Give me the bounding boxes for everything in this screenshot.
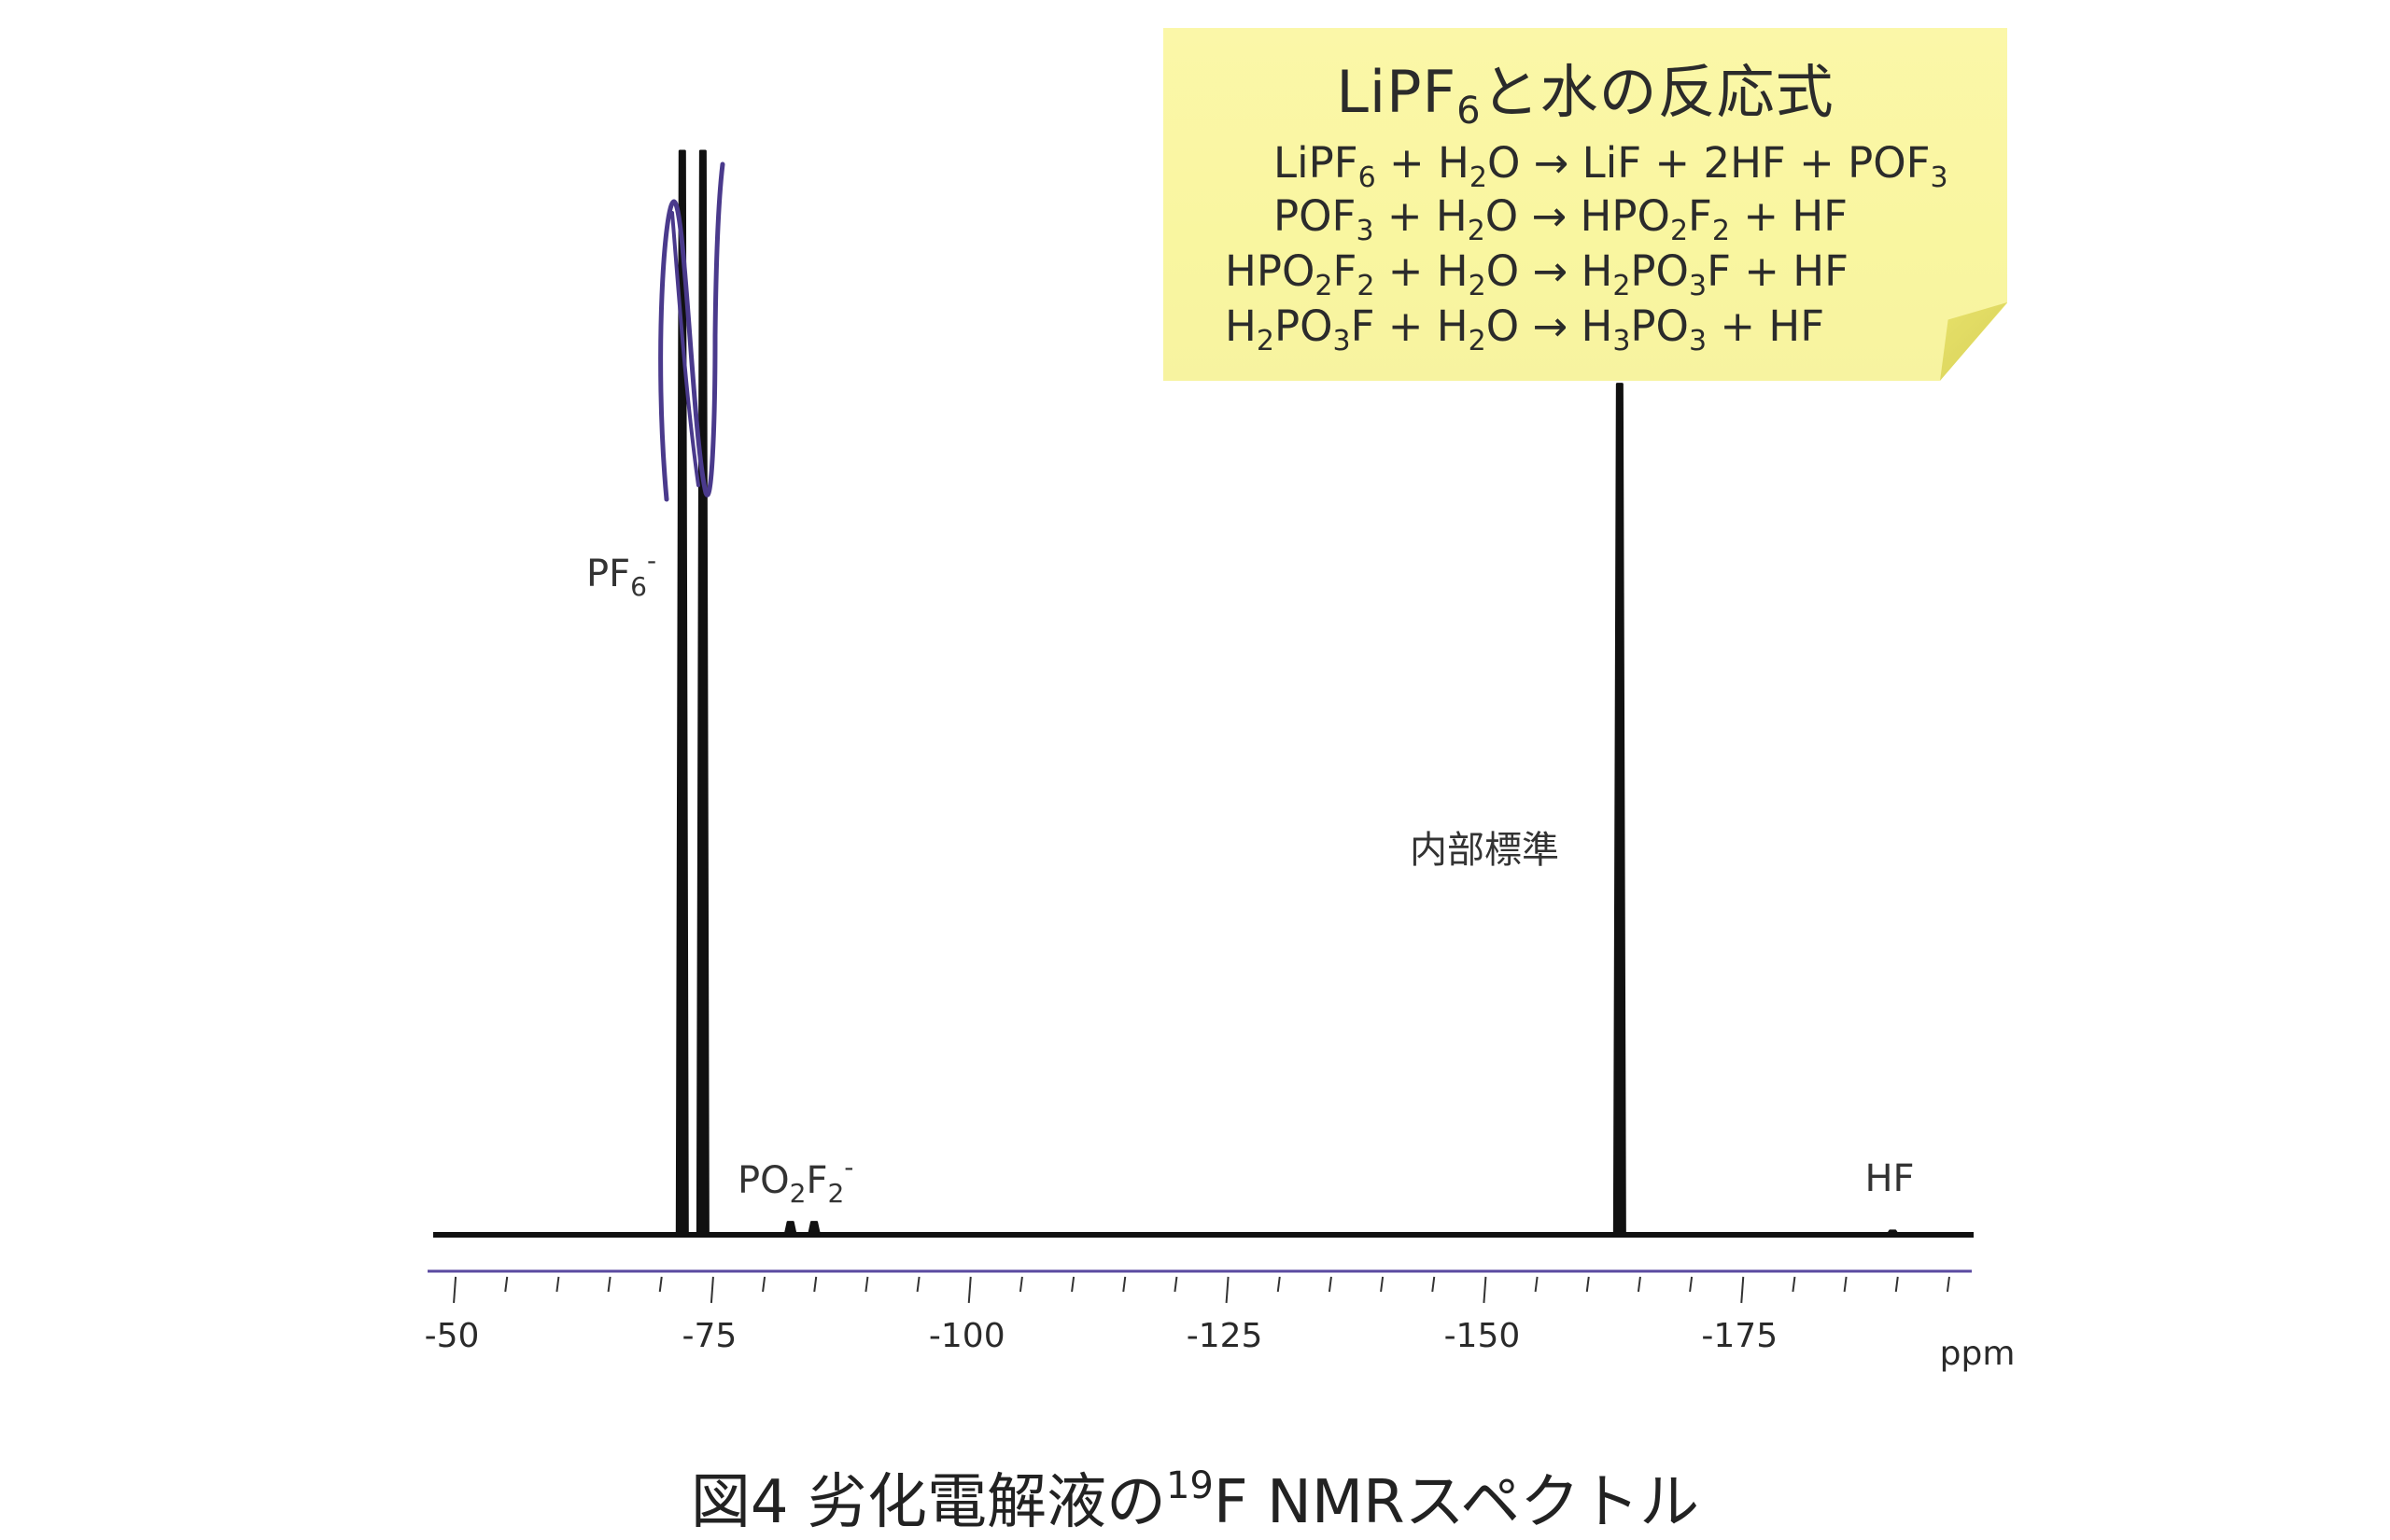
spectrum-trace xyxy=(433,149,1974,1238)
pen-scribble xyxy=(658,161,725,502)
x-minor-tick xyxy=(658,1276,663,1293)
x-minor-tick xyxy=(1276,1276,1281,1293)
x-tick-label: -125 xyxy=(1187,1317,1263,1355)
x-major-tick xyxy=(967,1276,972,1304)
x-minor-tick xyxy=(1689,1276,1694,1293)
x-minor-tick xyxy=(1843,1276,1848,1293)
x-minor-tick xyxy=(504,1276,509,1293)
reaction-equation-2: POF3 + H2O → HPO2F2 + HF xyxy=(1273,191,1849,247)
reaction-equation-1: LiPF6 + H2O → LiF + 2HF + POF3 xyxy=(1273,138,1948,194)
x-minor-tick xyxy=(1071,1276,1076,1293)
reaction-sticky-note: LiPF6と水の反応式 LiPF6 + H2O → LiF + 2HF + PO… xyxy=(1163,28,2007,381)
x-minor-tick xyxy=(813,1276,818,1293)
x-minor-tick xyxy=(1380,1276,1385,1293)
spectrum-peak xyxy=(675,149,689,1237)
figure-caption: 図4 劣化電解液の19F NMRスペクトル xyxy=(690,1464,1700,1537)
x-major-tick xyxy=(1740,1276,1745,1304)
x-minor-tick xyxy=(1894,1276,1899,1293)
x-minor-tick xyxy=(1174,1276,1178,1293)
spectrum-peak xyxy=(1612,383,1626,1237)
x-tick-label: -175 xyxy=(1701,1317,1778,1355)
x-minor-tick xyxy=(1122,1276,1127,1293)
spectrum-peak xyxy=(696,149,710,1237)
x-minor-tick xyxy=(916,1276,921,1293)
x-minor-tick xyxy=(1585,1276,1590,1293)
x-minor-tick xyxy=(1019,1276,1023,1293)
x-minor-tick xyxy=(762,1276,766,1293)
reaction-equation-3: HPO2F2 + H2O → H2PO3F + HF xyxy=(1225,246,1849,302)
x-minor-tick xyxy=(865,1276,869,1293)
peak-label-internal: 内部標準 xyxy=(1410,829,1559,872)
x-major-tick xyxy=(710,1276,714,1304)
spectrum-peak xyxy=(783,1221,797,1236)
pen-annotation xyxy=(658,161,725,502)
peak-labels: PF6- PO2F2- 内部標準 HF xyxy=(586,545,1915,1209)
x-minor-tick xyxy=(1431,1276,1436,1293)
peak-label-hf: HF xyxy=(1864,1157,1914,1200)
peak-label-pf6: PF6- xyxy=(586,545,656,602)
note-title: LiPF6と水の反応式 xyxy=(1336,58,1835,133)
x-axis: -50 -75 -100 -125 -150 -175 ppm xyxy=(425,1269,2016,1373)
x-minor-tick xyxy=(1534,1276,1539,1293)
x-tick-label: -100 xyxy=(929,1317,1005,1355)
x-minor-tick xyxy=(555,1276,560,1293)
peak-label-po2f2: PO2F2- xyxy=(738,1152,853,1209)
x-minor-tick xyxy=(1792,1276,1796,1293)
x-tick-label: -75 xyxy=(682,1317,737,1355)
x-axis-unit-label: ppm xyxy=(1940,1335,2016,1373)
x-minor-tick xyxy=(607,1276,612,1293)
x-minor-tick xyxy=(1946,1276,1950,1293)
x-tick-label: -150 xyxy=(1444,1317,1521,1355)
x-major-tick xyxy=(1225,1276,1230,1304)
pen-scribble-stroke xyxy=(670,211,700,487)
x-minor-tick xyxy=(1328,1276,1332,1293)
x-major-tick xyxy=(453,1276,457,1304)
x-minor-tick xyxy=(1637,1276,1641,1293)
x-tick-label: -50 xyxy=(425,1317,480,1355)
reaction-equation-4: H2PO3F + H2O → H3PO3 + HF xyxy=(1225,301,1825,357)
spectrum-peak xyxy=(1886,1229,1900,1236)
spectrum-peak xyxy=(808,1221,822,1236)
x-major-tick xyxy=(1483,1276,1487,1304)
